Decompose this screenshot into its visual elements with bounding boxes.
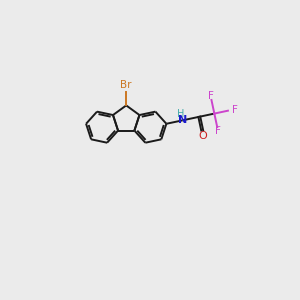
Text: F: F xyxy=(215,126,221,136)
Text: F: F xyxy=(232,105,238,115)
Text: F: F xyxy=(208,91,214,101)
Text: O: O xyxy=(198,131,207,141)
Text: N: N xyxy=(178,116,187,125)
Text: Br: Br xyxy=(121,80,132,90)
Text: H: H xyxy=(177,109,185,119)
